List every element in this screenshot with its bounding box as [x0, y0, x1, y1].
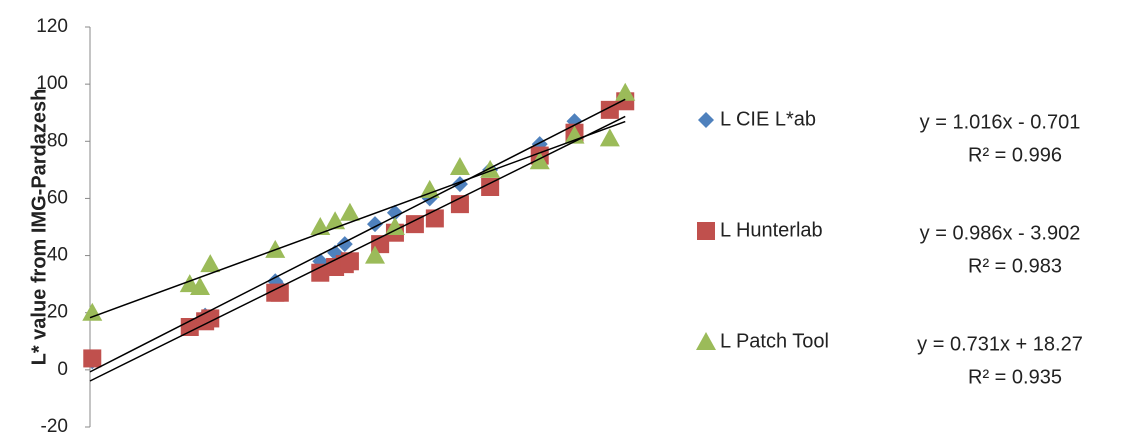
- y-tick-label: 0: [57, 359, 68, 380]
- point: [310, 217, 331, 235]
- trendline: [89, 115, 626, 382]
- point: [180, 318, 199, 336]
- point: [200, 254, 221, 273]
- y-axis-label: L* value from IMG-Pardazesh: [28, 89, 50, 366]
- point: [599, 128, 620, 147]
- y-tick-label: 120: [36, 16, 68, 37]
- y-tick-label: 80: [47, 130, 68, 151]
- point: [529, 151, 550, 170]
- y-tick-label: 40: [47, 245, 68, 266]
- point: [425, 209, 444, 228]
- point: [270, 283, 289, 302]
- point: [190, 277, 211, 295]
- trendline-r2: R² = 0.983: [968, 255, 1062, 277]
- trendline: [89, 120, 626, 319]
- trendline-equation: y = 0.731x + 18.27: [917, 333, 1083, 355]
- point: [82, 302, 103, 321]
- y-tick-label: 20: [47, 302, 68, 323]
- point: [339, 202, 360, 221]
- legend-label: L CIE L*ab: [720, 108, 816, 130]
- point: [201, 309, 220, 328]
- trendline-equation: y = 0.986x - 3.902: [920, 222, 1081, 244]
- point: [386, 204, 403, 221]
- point: [405, 215, 424, 234]
- y-tick-label: -20: [41, 416, 68, 437]
- y-tick-label: 60: [47, 187, 68, 208]
- legend-marker: [698, 112, 714, 128]
- legend-marker: [696, 332, 716, 350]
- point: [449, 157, 470, 175]
- point: [325, 211, 346, 230]
- legend-label: L Hunterlab: [720, 219, 823, 241]
- trendline-r2: R² = 0.996: [968, 144, 1062, 166]
- point: [419, 179, 440, 198]
- point: [83, 349, 102, 368]
- point: [265, 239, 286, 258]
- legend-marker: [697, 222, 715, 240]
- point: [615, 82, 636, 101]
- point: [340, 252, 359, 271]
- point: [566, 113, 583, 130]
- trendline: [89, 98, 626, 373]
- point: [481, 178, 500, 196]
- trendline-equation: y = 1.016x - 0.701: [920, 111, 1081, 133]
- point: [311, 263, 330, 282]
- trendline-r2: R² = 0.935: [968, 366, 1062, 388]
- point: [384, 217, 405, 235]
- point: [365, 245, 385, 264]
- legend-label: L Patch Tool: [720, 330, 829, 352]
- y-tick-label: 100: [36, 73, 68, 94]
